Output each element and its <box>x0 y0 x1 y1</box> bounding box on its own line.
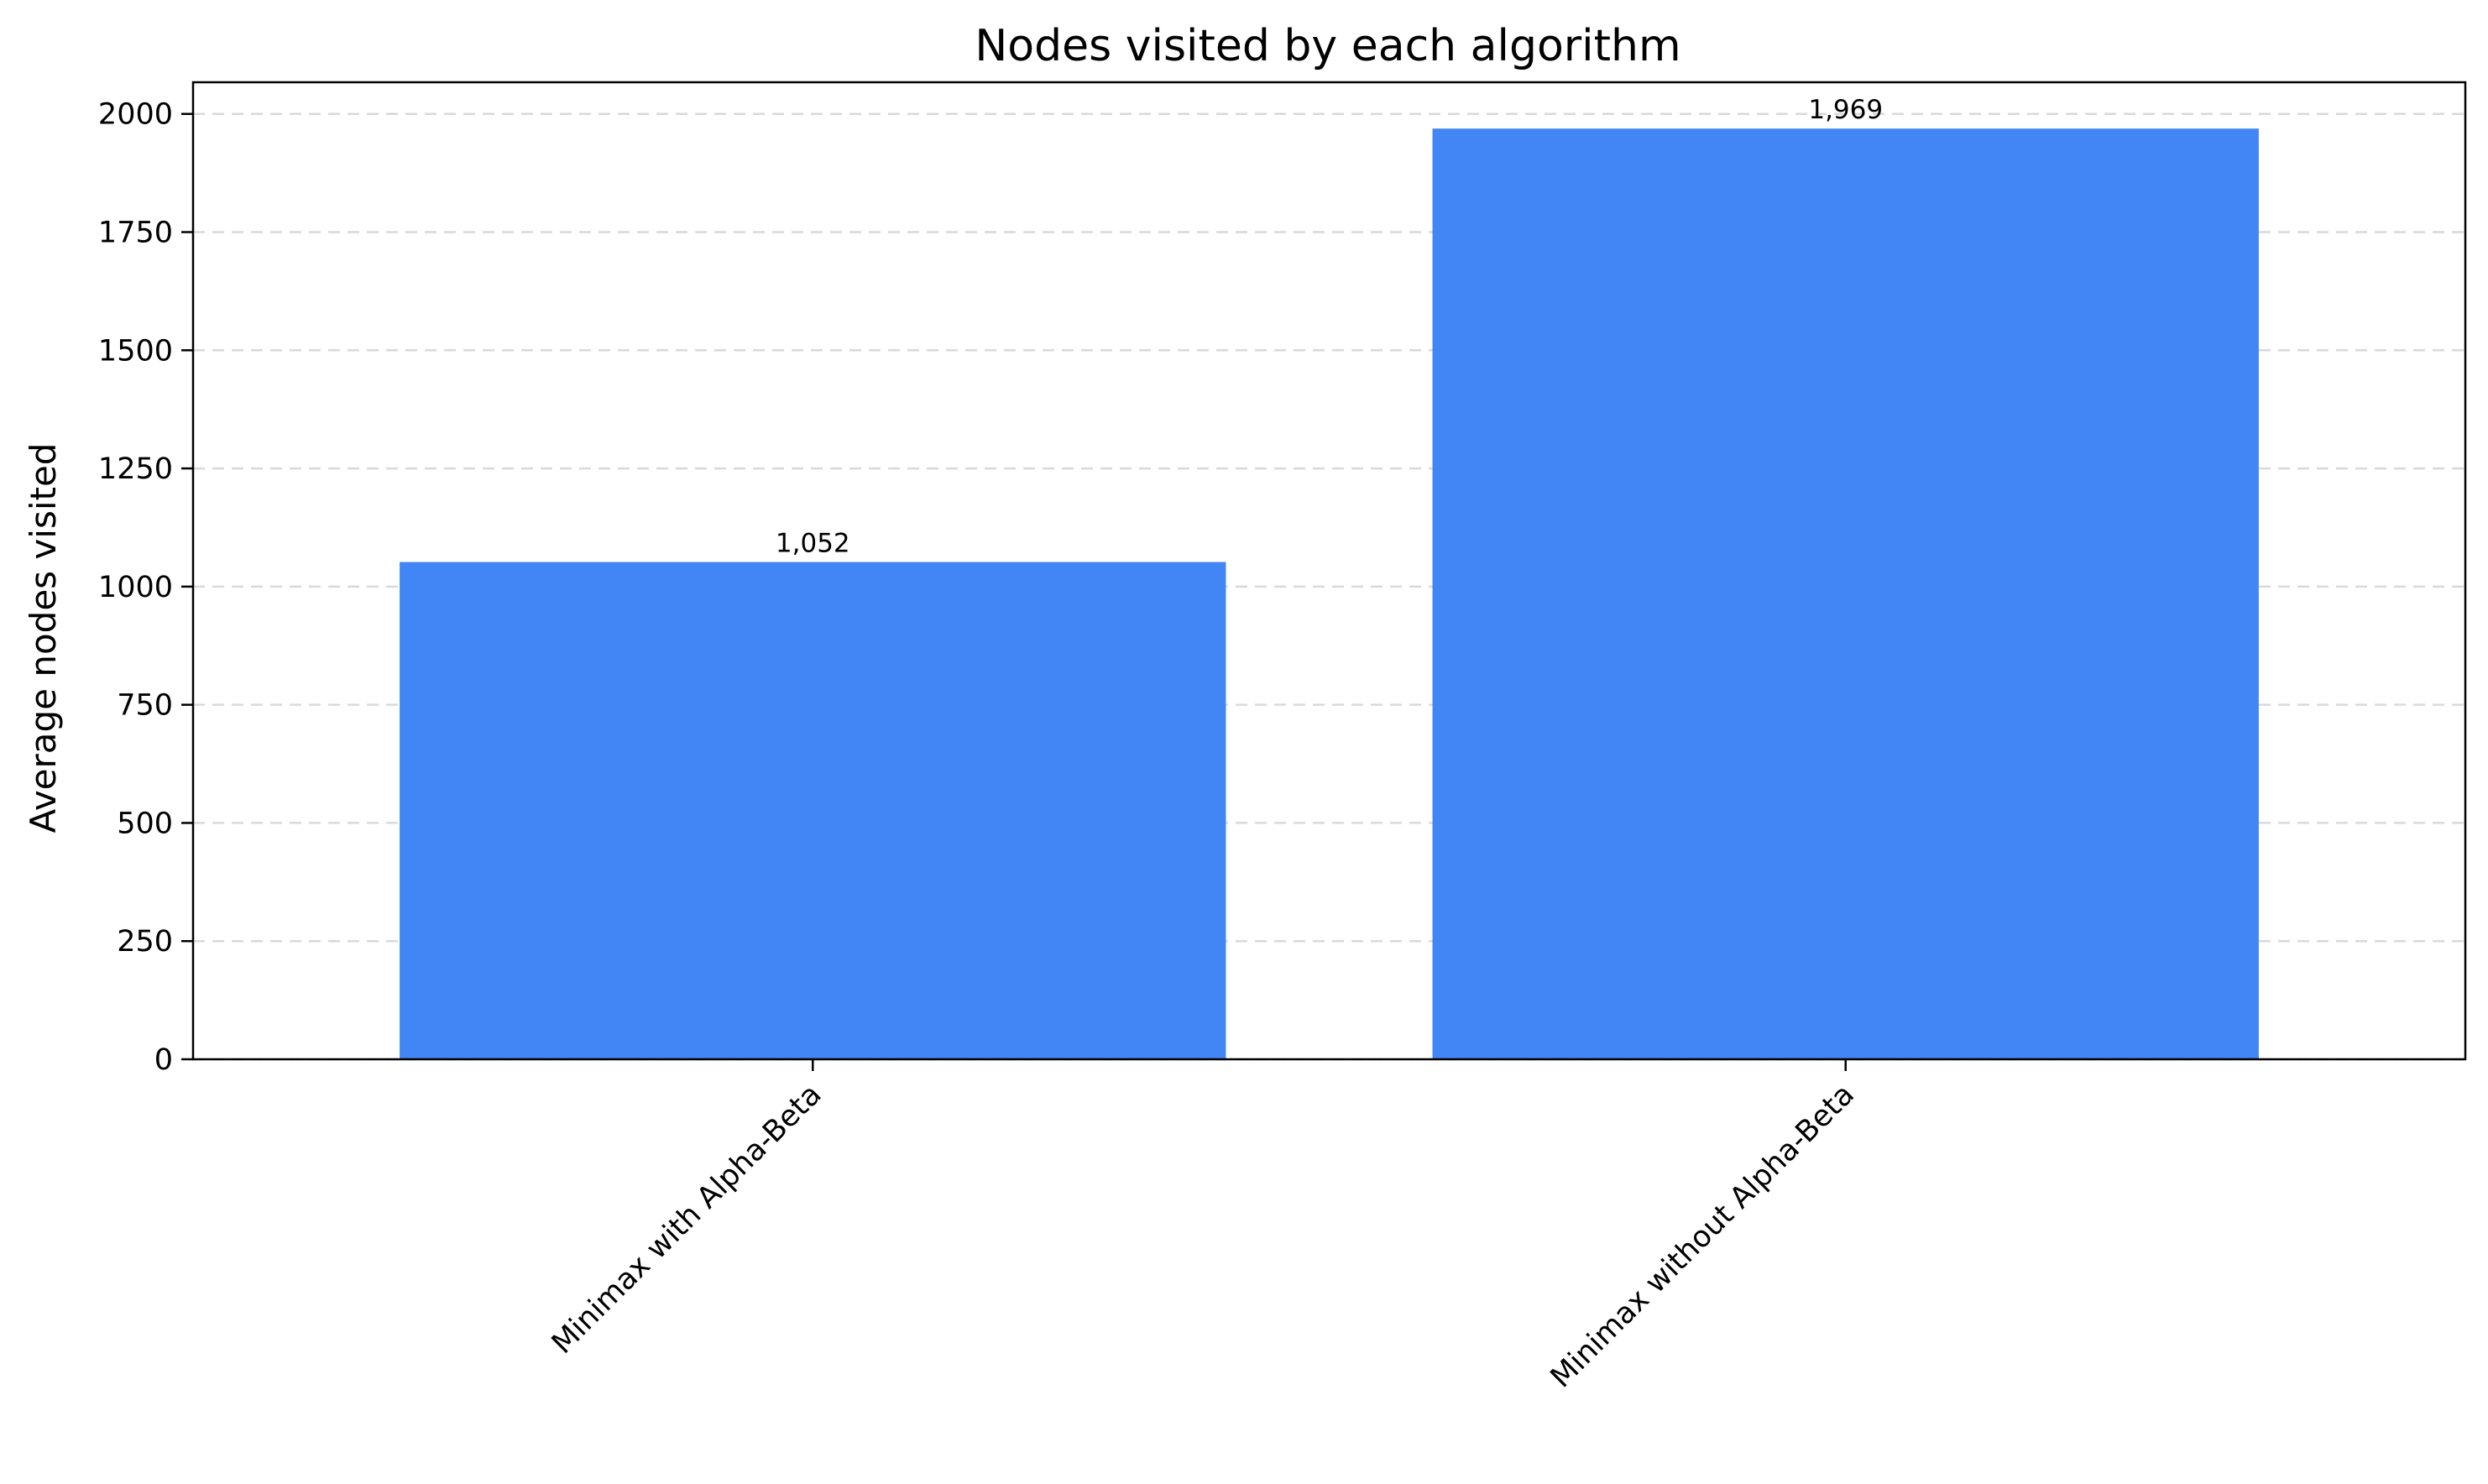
bar-value-label: 1,052 <box>776 529 850 559</box>
y-axis-ticks: 0 250 500 750 1000 1250 1500 1750 2000 <box>98 98 193 1077</box>
y-tick-label: 250 <box>117 925 173 959</box>
bar <box>400 562 1226 1059</box>
y-tick-label: 1250 <box>98 452 173 486</box>
y-tick-label: 750 <box>117 689 173 723</box>
x-tick-label: Minimax with Alpha-Beta <box>546 1078 828 1361</box>
plot-frame <box>191 81 2467 1061</box>
y-tick-label: 1000 <box>98 571 173 604</box>
x-tick-label: Minimax without Alpha-Beta <box>1545 1078 1861 1394</box>
y-tick-label: 1500 <box>98 334 173 368</box>
chart-title: Nodes visited by each algorithm <box>975 21 1680 71</box>
y-tick-label: 500 <box>117 807 173 840</box>
y-tick-label: 2000 <box>98 98 173 132</box>
y-tick-label: 1750 <box>98 217 173 250</box>
bar <box>1432 128 2259 1059</box>
bar-value-label: 1,969 <box>1808 95 1883 125</box>
x-axis-ticks: Minimax with Alpha-Beta Minimax without A… <box>546 1059 1861 1394</box>
y-tick-label: 0 <box>154 1043 173 1077</box>
data-labels: 1,052 1,969 <box>776 95 1883 558</box>
bars <box>400 128 2259 1059</box>
y-axis-label: Average nodes visited <box>23 443 64 833</box>
